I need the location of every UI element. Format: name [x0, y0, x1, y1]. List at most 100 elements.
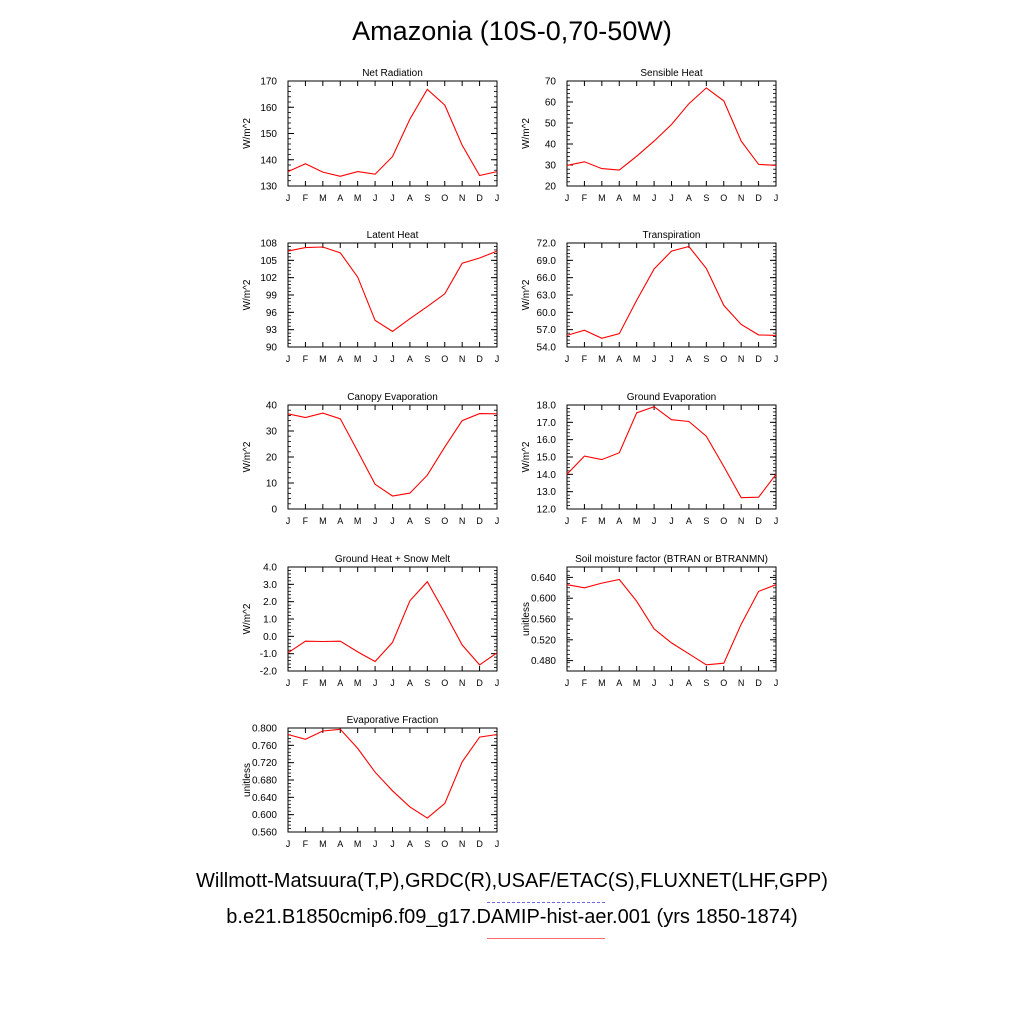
- y-tick-label: 0.800: [252, 724, 277, 735]
- y-tick-label: 96: [266, 308, 278, 319]
- chart-title: Ground Heat + Snow Melt: [335, 554, 451, 565]
- x-tick-label: M: [354, 516, 362, 526]
- y-tick-label: 0.600: [252, 810, 277, 821]
- y-tick-label: 0.640: [531, 573, 556, 584]
- y-tick-label: 60: [545, 98, 557, 109]
- chart-title: Net Radiation: [362, 68, 423, 79]
- x-tick-label: A: [686, 516, 692, 526]
- x-tick-label: J: [373, 678, 378, 688]
- y-tick-label: 17.0: [537, 418, 557, 429]
- x-tick-label: A: [616, 678, 622, 688]
- x-tick-label: S: [703, 678, 709, 688]
- x-tick-label: D: [476, 678, 483, 688]
- x-tick-label: M: [598, 516, 606, 526]
- x-tick-label: J: [565, 516, 570, 526]
- x-tick-label: J: [286, 678, 291, 688]
- y-tick-label: 30: [545, 161, 557, 172]
- y-tick-label: 0.560: [252, 828, 277, 839]
- x-tick-label: M: [319, 354, 327, 364]
- y-tick-label: 54.0: [537, 343, 557, 354]
- series-line: [566, 406, 777, 499]
- x-tick-label: N: [738, 516, 745, 526]
- legend-obs-swatch: [487, 902, 605, 903]
- x-tick-label: S: [703, 516, 709, 526]
- x-tick-label: J: [495, 678, 500, 688]
- y-tick-label: -1.0: [260, 649, 278, 660]
- chart-title: Evaporative Fraction: [347, 715, 439, 726]
- y-tick-label: 60.0: [537, 308, 557, 319]
- x-tick-label: J: [652, 516, 657, 526]
- y-tick-label: 0.720: [252, 758, 277, 769]
- series-line: [566, 578, 777, 666]
- x-tick-label: J: [373, 354, 378, 364]
- plot-frame: [566, 242, 777, 348]
- y-tick-label: 140: [260, 155, 277, 166]
- y-tick-label: 40: [266, 401, 278, 412]
- series-line: [287, 246, 498, 333]
- chart-title: Canopy Evaporation: [347, 392, 438, 403]
- x-tick-label: A: [407, 678, 413, 688]
- x-tick-label: N: [459, 678, 466, 688]
- x-tick-label: M: [633, 193, 641, 203]
- y-tick-label: 1.0: [263, 615, 277, 626]
- x-tick-label: D: [755, 354, 762, 364]
- chart-title: Soil moisture factor (BTRAN or BTRANMN): [575, 554, 768, 565]
- y-tick-label: 16.0: [537, 435, 557, 446]
- y-tick-label: 13.0: [537, 487, 557, 498]
- x-tick-label: A: [337, 516, 343, 526]
- x-tick-label: J: [286, 193, 291, 203]
- x-tick-label: N: [459, 516, 466, 526]
- x-tick-label: F: [303, 193, 309, 203]
- x-tick-label: M: [319, 839, 327, 849]
- x-tick-label: F: [303, 839, 309, 849]
- x-tick-label: O: [441, 678, 448, 688]
- plot-frame: [287, 566, 498, 672]
- x-tick-label: O: [441, 839, 448, 849]
- y-axis-label: W/m^2: [521, 118, 532, 149]
- x-tick-label: S: [424, 839, 430, 849]
- x-tick-label: J: [495, 193, 500, 203]
- page-title: Amazonia (10S-0,70-50W): [352, 16, 672, 46]
- x-tick-label: J: [565, 678, 570, 688]
- y-tick-label: 66.0: [537, 273, 557, 284]
- x-tick-label: O: [441, 516, 448, 526]
- x-tick-label: J: [390, 516, 395, 526]
- chart-panel: Soil moisture factor (BTRAN or BTRANMN) u…: [521, 554, 778, 688]
- x-tick-label: J: [286, 516, 291, 526]
- x-tick-label: J: [495, 516, 500, 526]
- x-tick-label: F: [582, 516, 588, 526]
- y-tick-label: 72.0: [537, 239, 557, 250]
- y-tick-label: 0.680: [252, 776, 277, 787]
- x-tick-label: D: [755, 516, 762, 526]
- y-tick-label: -2.0: [260, 667, 278, 678]
- x-tick-label: D: [755, 193, 762, 203]
- chart-title: Sensible Heat: [640, 68, 702, 79]
- y-tick-label: 40: [545, 140, 557, 151]
- plot-frame: [566, 80, 777, 187]
- x-tick-label: S: [424, 516, 430, 526]
- x-tick-label: O: [720, 678, 727, 688]
- y-tick-label: 57.0: [537, 325, 557, 336]
- x-tick-label: D: [476, 839, 483, 849]
- x-tick-label: J: [565, 354, 570, 364]
- y-tick-label: 20: [545, 182, 557, 193]
- x-tick-label: S: [703, 354, 709, 364]
- y-tick-label: 93: [266, 325, 278, 336]
- x-tick-label: M: [354, 678, 362, 688]
- y-tick-label: 0.0: [263, 632, 277, 643]
- x-tick-label: A: [337, 193, 343, 203]
- x-tick-label: J: [774, 678, 779, 688]
- legend-obs-label: Willmott-Matsuura(T,P),GRDC(R),USAF/ETAC…: [196, 870, 828, 892]
- series-line: [287, 728, 498, 819]
- y-tick-label: 0.640: [252, 793, 277, 804]
- x-tick-label: N: [459, 193, 466, 203]
- x-tick-label: F: [582, 354, 588, 364]
- x-tick-label: J: [652, 678, 657, 688]
- x-tick-label: J: [390, 354, 395, 364]
- x-tick-label: M: [633, 354, 641, 364]
- legend-model-label: b.e21.B1850cmip6.f09_g17.DAMIP-hist-aer.…: [226, 906, 798, 928]
- y-tick-label: 14.0: [537, 470, 557, 481]
- series-line: [566, 245, 777, 339]
